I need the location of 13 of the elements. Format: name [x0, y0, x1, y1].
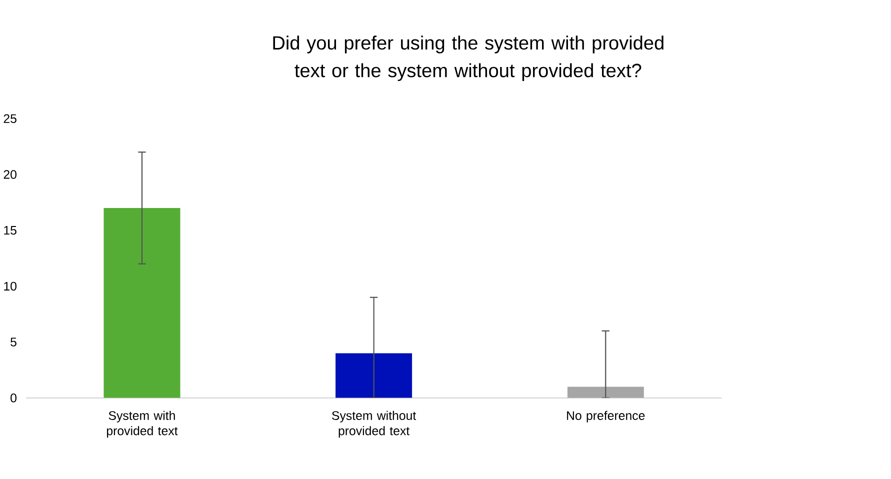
y-tick-label: 25 — [4, 114, 16, 123]
bar — [567, 386, 644, 398]
bar — [104, 208, 180, 398]
y-tick-label: 15 — [4, 226, 16, 235]
chart-title: Did you prefer using the system with provided text or the system without provided text? — [273, 36, 664, 81]
bar — [336, 353, 412, 398]
y-tick-label: 0 — [10, 393, 16, 402]
x-tick-label: System without provided text — [332, 410, 416, 438]
y-tick-label: 10 — [4, 282, 16, 290]
x-tick-label: System with provided text — [106, 410, 178, 438]
x-tick-label: No preference — [567, 410, 645, 422]
y-tick-label: 5 — [10, 338, 16, 346]
y-tick-label: 20 — [4, 170, 16, 179]
